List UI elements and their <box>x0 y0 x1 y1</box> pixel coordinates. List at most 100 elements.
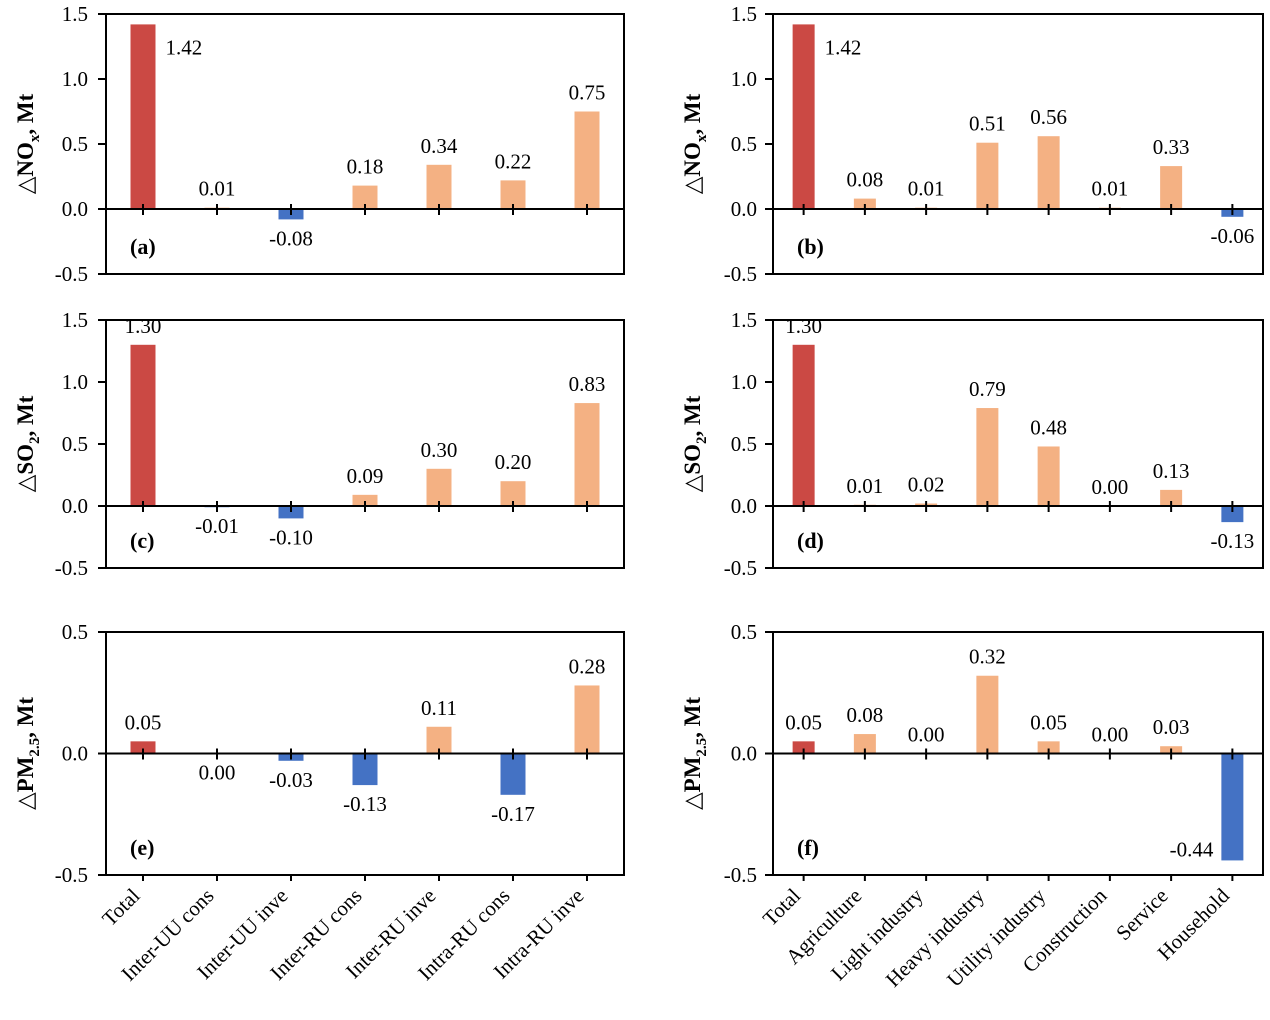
bar-inter-uu-inve <box>278 506 304 519</box>
bar-value-label: 0.20 <box>495 450 532 474</box>
y-tick-label: 0.0 <box>731 742 757 766</box>
panel-label: (d) <box>797 528 824 553</box>
bar-intra-ru-inve <box>574 685 600 754</box>
bar-value-label: 0.00 <box>199 761 236 785</box>
bar-value-label: -0.10 <box>269 525 313 549</box>
y-tick-label: 0.0 <box>731 197 757 221</box>
bar-inter-ru-inve <box>426 468 452 506</box>
category-label-total: Total <box>97 883 144 930</box>
bar-household <box>1221 506 1244 523</box>
bar-household <box>1221 753 1244 861</box>
panel-a: 1.5 1.0 0.5 0.0 -0.5 1.42 0.01 -0.08 0.18 0.34 0.2… <box>13 2 625 286</box>
bar-value-label: 1.42 <box>825 35 862 59</box>
y-tick-label: 0.0 <box>62 494 88 518</box>
bar-value-label: 0.13 <box>1153 459 1190 483</box>
category-label-total: Total <box>758 883 805 930</box>
bar-value-label: -0.44 <box>1170 837 1214 861</box>
bar-utility-industry <box>1037 446 1060 506</box>
bar-value-label: 0.03 <box>1153 715 1190 739</box>
y-tick-label: 0.5 <box>62 132 88 156</box>
bar-heavy-industry <box>976 408 999 506</box>
bar-value-label: 0.08 <box>847 703 884 727</box>
bar-agriculture <box>853 734 876 754</box>
bar-value-label: 0.00 <box>1092 475 1129 499</box>
y-tick-label: 1.0 <box>62 370 88 394</box>
bar-value-label: -0.08 <box>269 226 313 250</box>
y-tick-label: 0.5 <box>62 432 88 456</box>
bar-value-label: 0.48 <box>1030 415 1067 439</box>
bar-value-label: 0.75 <box>569 81 606 105</box>
bar-value-label: 1.42 <box>166 35 203 59</box>
bar-value-label: 0.30 <box>421 438 458 462</box>
bar-total <box>792 741 815 754</box>
panel-b: 1.5 1.0 0.5 0.0 -0.5 1.42 0.08 0.01 0.51 0.56 0.01… <box>680 2 1264 286</box>
y-tick-label: -0.5 <box>55 863 88 887</box>
y-axis-title: △NOx, Mt <box>680 93 710 194</box>
bar-value-label: 0.02 <box>908 473 945 497</box>
y-tick-label: 0.5 <box>731 620 757 644</box>
bar-value-label: 0.34 <box>421 134 458 158</box>
bar-total <box>130 741 156 754</box>
bar-value-label: 0.11 <box>421 696 457 720</box>
bar-heavy-industry <box>976 675 999 754</box>
y-tick-label: 1.5 <box>62 308 88 332</box>
bar-value-label: 0.01 <box>199 177 236 201</box>
y-tick-label: 0.0 <box>62 197 88 221</box>
bar-value-label: 0.83 <box>569 372 606 396</box>
plot-frame-c <box>105 319 625 569</box>
bar-value-label: -0.01 <box>195 514 239 538</box>
y-tick-label: 0.5 <box>62 620 88 644</box>
bar-agriculture <box>853 198 876 209</box>
bar-intra-ru-inve <box>574 403 600 506</box>
bar-inter-ru-cons <box>352 185 378 209</box>
y-tick-label: -0.5 <box>55 556 88 580</box>
bar-value-label: 1.30 <box>785 314 822 338</box>
bar-value-label: -0.03 <box>269 768 313 792</box>
bar-value-label: 0.01 <box>1092 177 1129 201</box>
bar-value-label: 0.05 <box>785 710 822 734</box>
bar-value-label: 0.56 <box>1030 105 1067 129</box>
bar-value-label: 0.32 <box>969 645 1006 669</box>
bar-value-label: 0.08 <box>847 168 884 192</box>
bar-value-label: 0.00 <box>1092 723 1129 747</box>
y-axis-title: △SO2, Mt <box>13 395 43 492</box>
bar-inter-ru-inve <box>426 164 452 209</box>
bar-value-label: 0.18 <box>347 155 384 179</box>
y-tick-label: 1.0 <box>62 67 88 91</box>
bar-value-label: 0.33 <box>1153 135 1190 159</box>
y-tick-label: 1.5 <box>62 2 88 26</box>
bar-utility-industry <box>1037 136 1060 209</box>
bar-utility-industry <box>1037 741 1060 754</box>
y-axis-title: △SO2, Mt <box>680 395 710 492</box>
y-tick-label: 1.5 <box>731 2 757 26</box>
bar-total <box>792 344 815 506</box>
y-axis-title: △PM2.5, Mt <box>13 697 43 810</box>
bar-value-label: -0.17 <box>491 802 535 826</box>
plot-frame-d <box>772 319 1264 569</box>
panel-label: (c) <box>130 528 154 553</box>
y-tick-label: 0.5 <box>731 132 757 156</box>
y-tick-label: -0.5 <box>724 556 757 580</box>
panel-e: 0.5 0.0 -0.5 0.05 0.00 -0.03 -0.13 0.11 -0.17 0.2… <box>13 620 625 986</box>
y-axis-title: △PM2.5, Mt <box>680 697 710 810</box>
y-tick-label: 0.0 <box>731 494 757 518</box>
panel-label: (b) <box>797 234 824 259</box>
bar-total <box>130 24 156 210</box>
panel-label: (a) <box>130 234 156 259</box>
y-tick-label: 1.0 <box>731 370 757 394</box>
y-tick-label: 1.0 <box>731 67 757 91</box>
panel-d: 1.5 1.0 0.5 0.0 -0.5 1.30 0.01 0.02 0.79 0.48 0.00… <box>680 308 1264 580</box>
bar-value-label: 0.00 <box>908 723 945 747</box>
bar-value-label: 0.01 <box>908 177 945 201</box>
panel-f: 0.5 0.0 -0.5 0.05 0.08 0.00 0.32 0.05 0.00 0.03 -0… <box>680 620 1264 992</box>
bar-value-label: 0.51 <box>969 112 1006 136</box>
bar-value-label: 0.28 <box>569 654 606 678</box>
y-tick-label: 1.5 <box>731 308 757 332</box>
bar-value-label: -0.13 <box>1211 529 1255 553</box>
bar-service <box>1160 489 1183 506</box>
bar-value-label: 0.09 <box>347 464 384 488</box>
bar-total <box>130 344 156 506</box>
y-tick-label: -0.5 <box>55 262 88 286</box>
